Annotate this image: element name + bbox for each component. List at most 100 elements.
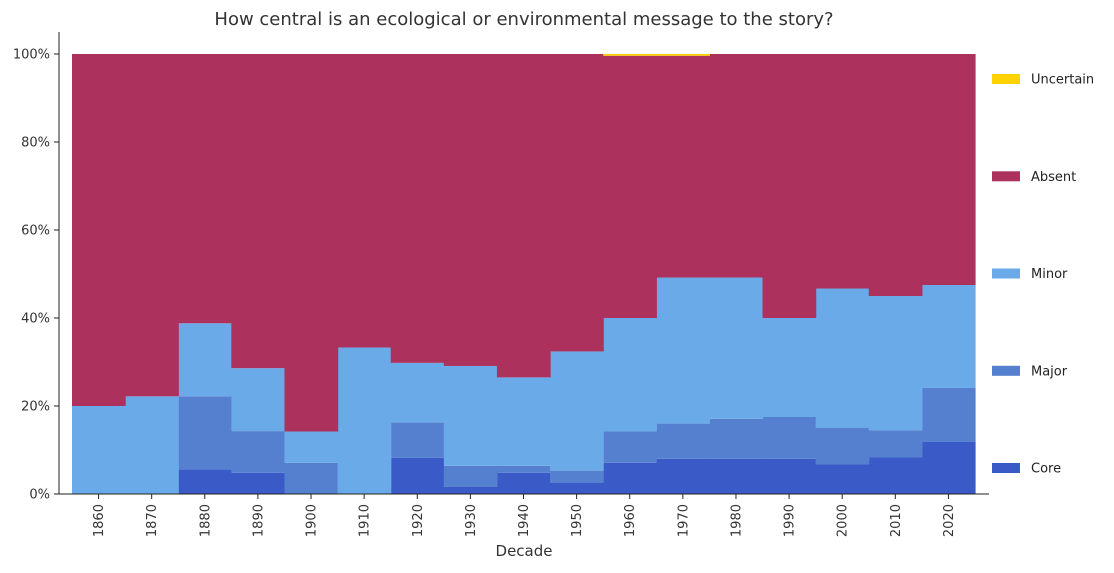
legend-swatch-absent bbox=[992, 171, 1020, 181]
segment-core-1920 bbox=[391, 458, 445, 494]
segment-minor-1860 bbox=[72, 406, 126, 494]
legend-swatch-uncertain bbox=[992, 74, 1020, 84]
segment-absent-1960 bbox=[603, 56, 657, 318]
segment-core-1890 bbox=[231, 473, 285, 494]
y-tick-label: 80% bbox=[21, 136, 50, 151]
segment-core-2010 bbox=[869, 457, 923, 494]
segment-minor-1890 bbox=[231, 368, 285, 431]
segment-minor-1900 bbox=[284, 432, 338, 463]
segment-minor-1870 bbox=[125, 396, 179, 494]
legend-label-uncertain: Uncertain bbox=[1031, 73, 1094, 88]
segment-absent-1880 bbox=[178, 54, 232, 323]
segment-absent-1950 bbox=[550, 54, 604, 351]
x-tick-label: 1940 bbox=[517, 504, 532, 537]
segment-core-1940 bbox=[497, 473, 551, 494]
segment-core-1960 bbox=[603, 463, 657, 494]
segment-core-2000 bbox=[816, 465, 870, 494]
segment-core-2020 bbox=[922, 442, 976, 494]
x-tick-label: 1980 bbox=[729, 504, 744, 537]
segment-minor-1970 bbox=[656, 278, 710, 424]
x-tick-label: 1880 bbox=[198, 504, 213, 537]
segment-absent-1980 bbox=[709, 54, 763, 278]
plot-area bbox=[72, 54, 976, 494]
segment-minor-1950 bbox=[550, 351, 604, 470]
segment-minor-2010 bbox=[869, 296, 923, 430]
segment-absent-1940 bbox=[497, 54, 551, 377]
legend-label-major: Major bbox=[1031, 364, 1068, 379]
segment-core-1950 bbox=[550, 483, 604, 494]
x-tick-label: 1900 bbox=[305, 504, 320, 537]
segment-absent-1900 bbox=[284, 54, 338, 432]
segment-core-1930 bbox=[444, 487, 498, 494]
segment-major-1920 bbox=[391, 422, 445, 458]
segment-minor-2000 bbox=[816, 289, 870, 428]
segment-major-1940 bbox=[497, 466, 551, 473]
x-tick-label: 1860 bbox=[92, 504, 107, 537]
segment-minor-1920 bbox=[391, 363, 445, 422]
segment-core-1990 bbox=[763, 459, 817, 494]
x-tick-label: 1910 bbox=[358, 504, 373, 537]
chart-title: How central is an ecological or environm… bbox=[214, 9, 833, 30]
y-tick-label: 40% bbox=[21, 312, 50, 327]
legend: Uncertain Absent Minor Major Core bbox=[992, 73, 1094, 477]
x-tick-label: 1920 bbox=[411, 504, 426, 537]
segment-major-1890 bbox=[231, 431, 285, 473]
segment-major-1900 bbox=[284, 463, 338, 494]
x-tick-label: 1890 bbox=[251, 504, 266, 537]
segment-absent-1970 bbox=[656, 56, 710, 278]
x-tick-label: 2010 bbox=[889, 504, 904, 537]
y-tick-label: 0% bbox=[29, 488, 50, 503]
legend-swatch-major bbox=[992, 366, 1020, 376]
segment-major-1880 bbox=[178, 396, 232, 469]
x-tick-label: 1960 bbox=[623, 504, 638, 537]
y-tick-label: 100% bbox=[13, 48, 50, 63]
segment-absent-1990 bbox=[763, 54, 817, 318]
legend-label-absent: Absent bbox=[1031, 170, 1076, 185]
y-tick-label: 20% bbox=[21, 400, 50, 415]
segment-absent-1920 bbox=[391, 54, 445, 363]
segment-uncertain-1970 bbox=[656, 54, 710, 56]
legend-swatch-minor bbox=[992, 269, 1020, 279]
legend-label-minor: Minor bbox=[1031, 267, 1068, 282]
segment-absent-1890 bbox=[231, 54, 285, 368]
segment-minor-1910 bbox=[338, 347, 392, 494]
segment-minor-1880 bbox=[178, 323, 232, 396]
segment-core-1980 bbox=[709, 459, 763, 494]
segment-uncertain-1960 bbox=[603, 54, 657, 56]
segment-minor-1930 bbox=[444, 366, 498, 466]
legend-swatch-core bbox=[992, 463, 1020, 473]
segment-minor-1960 bbox=[603, 318, 657, 432]
segment-minor-2020 bbox=[922, 285, 976, 388]
x-tick-label: 2000 bbox=[836, 504, 851, 537]
segment-major-1930 bbox=[444, 466, 498, 487]
segment-absent-1910 bbox=[338, 54, 392, 347]
segment-major-1990 bbox=[763, 417, 817, 459]
x-tick-label: 1870 bbox=[145, 504, 160, 537]
segment-major-2000 bbox=[816, 428, 870, 465]
x-tick-label: 1930 bbox=[464, 504, 479, 537]
segment-minor-1980 bbox=[709, 278, 763, 419]
segment-absent-1930 bbox=[444, 54, 498, 366]
segment-core-1880 bbox=[178, 469, 232, 494]
segment-minor-1940 bbox=[497, 377, 551, 465]
segment-absent-2020 bbox=[922, 54, 976, 285]
x-axis-label: Decade bbox=[496, 542, 553, 560]
segment-absent-1860 bbox=[72, 54, 126, 406]
segment-major-1980 bbox=[709, 419, 763, 459]
legend-label-core: Core bbox=[1031, 462, 1061, 477]
segment-major-1950 bbox=[550, 471, 604, 483]
segment-minor-1990 bbox=[763, 318, 817, 417]
segment-major-2020 bbox=[922, 388, 976, 442]
x-tick-label: 1950 bbox=[570, 504, 585, 537]
segment-major-1960 bbox=[603, 432, 657, 463]
x-tick-label: 1970 bbox=[676, 504, 691, 537]
segment-absent-2010 bbox=[869, 54, 923, 296]
segment-absent-1870 bbox=[125, 54, 179, 396]
segment-major-2010 bbox=[869, 430, 923, 457]
y-tick-label: 60% bbox=[21, 224, 50, 239]
segment-major-1970 bbox=[656, 424, 710, 459]
segment-absent-2000 bbox=[816, 54, 870, 289]
x-tick-label: 1990 bbox=[783, 504, 798, 537]
